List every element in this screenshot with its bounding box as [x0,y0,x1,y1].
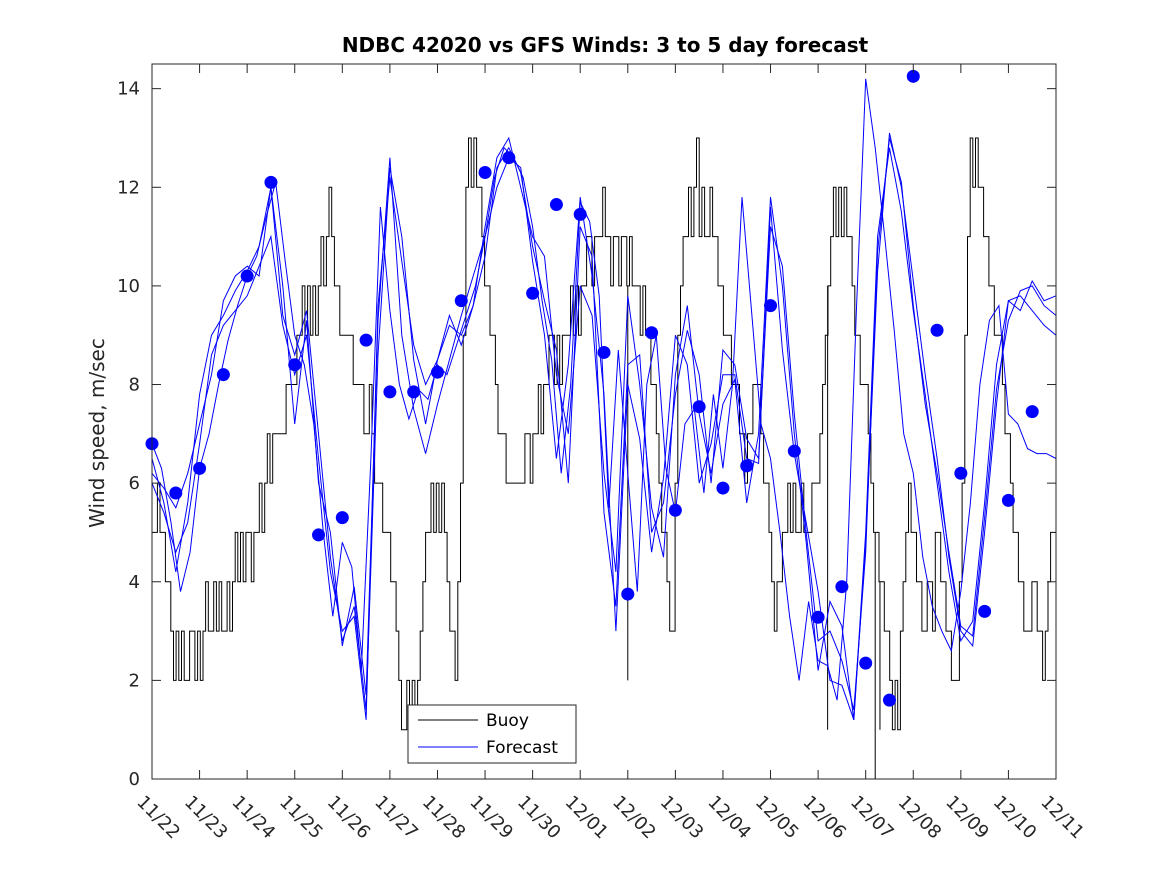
forecast-marker [240,269,254,283]
legend-buoy-label: Buoy [486,711,529,731]
forecast-marker [573,207,587,221]
forecast-marker [288,358,302,372]
y-tick-label: 14 [117,79,140,100]
forecast-marker [1001,493,1015,507]
forecast-marker [882,693,896,707]
chart-title: NDBC 42020 vs GFS Winds: 3 to 5 day fore… [342,33,869,57]
forecast-marker [478,165,492,179]
forecast-marker [169,486,183,500]
forecast-marker [335,511,349,525]
y-tick-label: 10 [117,276,140,297]
forecast-marker [859,656,873,670]
buoy-series-line [152,137,1057,731]
forecast-marker [312,528,326,542]
forecast-marker [430,365,444,379]
forecast-marker [835,580,849,594]
legend: Buoy Forecast [407,704,577,764]
forecast-marker [930,323,944,337]
forecast-marker [621,587,635,601]
forecast-marker [193,461,207,475]
forecast-marker [597,345,611,359]
forecast-marker [383,385,397,399]
forecast-marker [764,299,778,313]
y-tick-label: 6 [129,473,140,494]
forecast-marker [716,481,730,495]
plot-area-frame [151,63,1057,780]
forecast-marker [906,69,920,83]
y-tick-label: 0 [129,769,140,790]
forecast-series-line-4 [151,137,1057,720]
legend-forecast-label: Forecast [486,738,558,758]
forecast-series-line-3 [151,147,1057,720]
y-axis-label: Wind speed, m/sec [85,338,109,528]
y-tick-label: 8 [129,375,140,396]
forecast-marker [526,286,540,300]
forecast-marker [978,604,992,618]
forecast-marker [1025,405,1039,419]
forecast-marker [216,368,230,382]
forecast-marker [264,175,278,189]
forecast-marker [502,151,516,165]
forecast-marker [359,333,373,347]
y-tick-label: 12 [117,177,140,198]
forecast-marker [740,459,754,473]
forecast-marker [668,503,682,517]
y-tick-label: 4 [129,572,140,593]
forecast-marker [454,294,468,308]
forecast-marker [407,385,421,399]
forecast-marker [811,610,825,624]
forecast-marker [549,198,563,212]
y-tick-label: 2 [129,670,140,691]
forecast-marker [645,326,659,340]
forecast-marker [787,444,801,458]
forecast-marker [954,466,968,480]
legend-box [407,704,577,764]
forecast-marker [692,400,706,414]
